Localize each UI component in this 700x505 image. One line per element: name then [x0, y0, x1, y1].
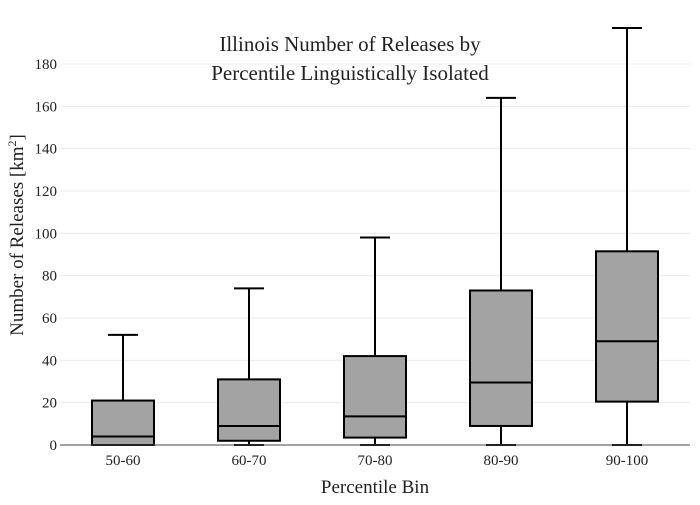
y-tick-label-140: 140 — [35, 142, 58, 158]
y-tick-label-120: 120 — [35, 184, 58, 200]
chart-title-line-1: Illinois Number of Releases by — [219, 32, 481, 56]
iqr-box — [217, 378, 281, 442]
x-tick-label-80-90: 80-90 — [484, 453, 519, 469]
y-ticks: 0 20 40 60 80 100 120 140 160 180 — [35, 57, 58, 454]
y-tick-label-80: 80 — [42, 269, 57, 285]
boxes — [91, 27, 659, 446]
x-tick-label-70-80: 70-80 — [358, 453, 393, 469]
y-tick-label-180: 180 — [35, 57, 58, 73]
box-90-100 — [595, 27, 659, 446]
y-axis-title: Number of Releases [km2] — [5, 134, 28, 336]
box-50-60 — [91, 333, 155, 446]
chart-title-line-2: Percentile Linguistically Isolated — [211, 61, 489, 85]
x-tick-label-60-70: 60-70 — [232, 453, 267, 469]
y-tick-label-100: 100 — [35, 226, 58, 242]
x-tick-label-50-60: 50-60 — [106, 453, 141, 469]
x-ticks: 50-60 60-70 70-80 80-90 90-100 — [106, 453, 649, 469]
y-axis-title-tail: ] — [7, 134, 28, 140]
box-80-90 — [469, 96, 533, 446]
y-tick-label-20: 20 — [42, 396, 57, 412]
y-axis-title-main: Number of Releases [km — [7, 146, 28, 336]
y-tick-label-0: 0 — [50, 438, 58, 454]
iqr-box — [595, 250, 659, 403]
y-tick-label-60: 60 — [42, 311, 57, 327]
box-70-80 — [343, 236, 407, 446]
y-axis-title-sup: 2 — [5, 140, 19, 146]
x-axis-title: Percentile Bin — [321, 477, 430, 498]
y-tick-label-40: 40 — [42, 353, 57, 369]
y-tick-label-160: 160 — [35, 99, 58, 115]
iqr-box — [91, 399, 155, 446]
iqr-box — [343, 355, 407, 439]
x-tick-label-90-100: 90-100 — [606, 453, 649, 469]
gridlines — [60, 63, 690, 404]
box-60-70 — [217, 287, 281, 446]
iqr-box — [469, 289, 533, 427]
